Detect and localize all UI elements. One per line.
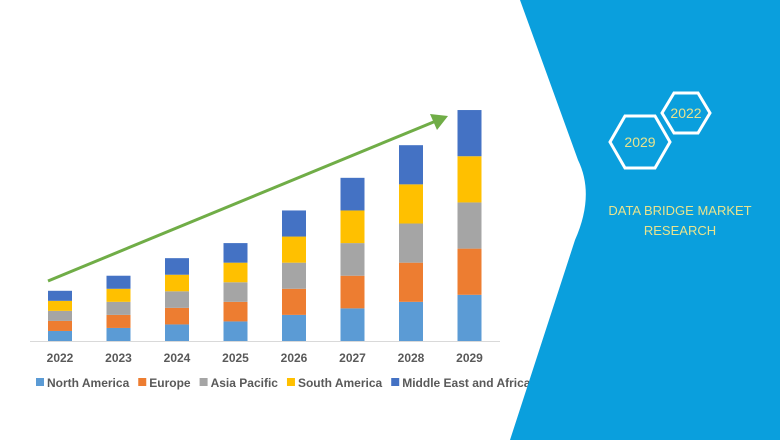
legend-swatch <box>391 378 400 386</box>
bar-segment-2022-2 <box>48 310 72 321</box>
legend-label: Middle East and Africa <box>402 376 531 390</box>
bar-segment-2027-1 <box>340 275 365 309</box>
bar-segment-2029-2 <box>457 202 482 249</box>
bar-segment-2029-4 <box>457 110 482 157</box>
bar-segment-2023-3 <box>106 288 131 302</box>
bar-segment-2028-0 <box>399 301 423 341</box>
bar-segment-2029-3 <box>457 156 482 203</box>
hex-label-2029: 2029 <box>624 134 655 150</box>
bar-segment-2029-0 <box>457 294 482 341</box>
legend-swatch <box>199 378 208 386</box>
bar-segment-2025-2 <box>223 282 248 302</box>
x-tick-label: 2023 <box>105 351 132 365</box>
legend-swatch <box>286 378 295 386</box>
bar-segment-2027-2 <box>340 243 365 276</box>
hexagon-2029-icon <box>608 114 672 170</box>
legend-swatch <box>138 378 147 386</box>
bar-segment-2024-2 <box>165 291 189 308</box>
bar-segment-2025-0 <box>223 321 248 341</box>
bar-segment-2026-3 <box>282 236 306 263</box>
bar-segment-2022-0 <box>48 330 72 341</box>
bar-segment-2026-4 <box>282 210 306 237</box>
bar-segment-2022-3 <box>48 300 72 311</box>
bar-segment-2025-1 <box>223 301 248 322</box>
x-tick-label: 2026 <box>281 351 308 365</box>
bar-segment-2024-4 <box>165 258 189 275</box>
bar-segment-2028-4 <box>399 145 423 185</box>
bar-segment-2028-2 <box>399 223 423 263</box>
bar-segment-2028-3 <box>399 184 423 224</box>
brand-name-line2: RESEARCH <box>644 223 716 238</box>
x-tick-label: 2022 <box>47 351 74 365</box>
brand-name-line1: DATA BRIDGE MARKET <box>608 203 751 218</box>
bar-segment-2024-1 <box>165 307 189 325</box>
legend-label: Asia Pacific <box>211 376 279 390</box>
bar-segment-2024-3 <box>165 274 189 292</box>
blue-panel-shape <box>510 0 780 440</box>
bar-segment-2026-1 <box>282 288 306 315</box>
bar-segment-2027-3 <box>340 210 365 244</box>
bar-segment-2025-3 <box>223 262 248 283</box>
bar-segment-2023-0 <box>106 327 131 341</box>
bar-segment-2027-4 <box>340 177 365 211</box>
bar-segment-2027-0 <box>340 308 365 341</box>
bar-segment-2022-4 <box>48 290 72 301</box>
x-tick-label: 2028 <box>398 351 425 365</box>
bar-segment-2025-4 <box>223 243 248 263</box>
legend-label: Europe <box>149 376 191 390</box>
bar-segment-2023-2 <box>106 301 131 315</box>
bar-segment-2028-1 <box>399 262 423 302</box>
brand-panel: 2029 2022 DATA BRIDGE MARKET RESEARCH <box>510 0 780 440</box>
trend-arrowhead-icon <box>430 114 448 130</box>
x-tick-label: 2025 <box>222 351 249 365</box>
bar-segment-2029-1 <box>457 248 482 295</box>
trend-arrow-line <box>47 119 437 283</box>
bar-segment-2026-2 <box>282 262 306 289</box>
x-tick-label: 2024 <box>164 351 191 365</box>
legend-swatch <box>36 378 44 386</box>
bar-segment-2022-1 <box>48 320 72 331</box>
hex-label-2022: 2022 <box>670 105 701 121</box>
legend-label: North America <box>47 376 130 390</box>
bar-segment-2023-4 <box>106 275 131 289</box>
bar-segment-2024-0 <box>165 324 189 341</box>
bar-segment-2026-0 <box>282 314 306 341</box>
legend-label: South America <box>298 376 383 390</box>
hexagon-2022-icon <box>660 91 712 135</box>
bar-segment-2023-1 <box>106 314 131 328</box>
x-tick-label: 2027 <box>339 351 366 365</box>
x-tick-label: 2029 <box>456 351 483 365</box>
stacked-bar-chart: 2022 2023 2024 2025 2026 2027 2028 2029 North Am… <box>30 110 531 390</box>
